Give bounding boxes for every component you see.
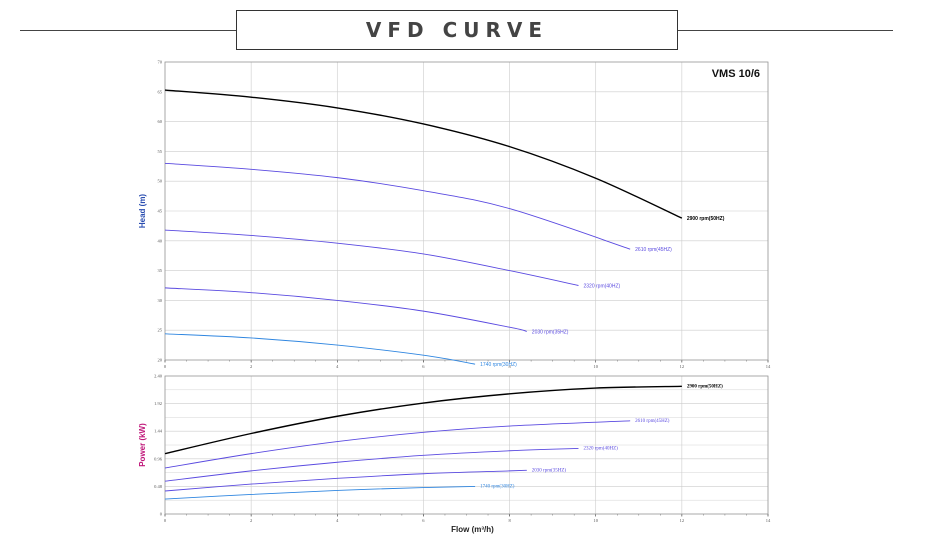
y-tick-label: 30 (158, 298, 163, 303)
x-tick-label: 6 (422, 518, 425, 523)
series-label: 2030 rpm(35HZ) (532, 329, 569, 335)
y-tick-label: 1.44 (154, 429, 163, 434)
y-tick-label: 70 (158, 60, 163, 65)
series-label: 2900 rpm(50HZ) (687, 384, 723, 389)
y-tick-label: 60 (158, 119, 163, 124)
chart-title: VMS 10/6 (712, 68, 760, 80)
series-label: 2320 rpm(40HZ) (583, 284, 620, 290)
plot-frame (164, 375, 769, 515)
x-tick-label: 14 (766, 518, 771, 523)
x-tick-label: 0 (164, 518, 167, 523)
y-tick-label: 2.40 (154, 374, 163, 379)
series-line-2320-rpm-40hz- (164, 448, 579, 482)
y-tick-label: 1.92 (154, 401, 162, 406)
y-tick-label: 0.96 (154, 456, 163, 461)
x-tick-label: 8 (508, 364, 511, 369)
series-line-1740-rpm-30hz- (164, 485, 476, 500)
series-line-2900-rpm-50hz- (164, 89, 683, 219)
y-axis-label: Head (m) (138, 194, 147, 229)
x-tick-label: 4 (336, 364, 339, 369)
series-label: 1740 rpm(30HZ) (480, 484, 515, 489)
x-tick-label: 0 (164, 364, 167, 369)
series-line-2900-rpm-50hz- (164, 385, 682, 455)
series-line-1740-rpm-30hz- (164, 333, 476, 365)
y-tick-label: 35 (158, 268, 163, 273)
series-label: 2900 rpm(50HZ) (687, 216, 725, 222)
x-tick-label: 10 (593, 364, 598, 369)
y-axis-label: Power (kW) (138, 423, 147, 467)
y-tick-label: 45 (158, 209, 163, 214)
x-tick-label: 4 (336, 518, 339, 523)
series-line-2610-rpm-45hz- (164, 162, 631, 250)
series-label: 2610 rpm(45HZ) (635, 419, 670, 424)
y-tick-label: 65 (158, 89, 163, 94)
title-box: VFD CURVE (236, 10, 678, 50)
y-tick-label: 25 (158, 328, 163, 333)
x-tick-label: 8 (508, 518, 511, 523)
plot-frame (164, 61, 769, 361)
x-tick-label: 2 (250, 518, 252, 523)
series-line-2320-rpm-40hz- (164, 229, 579, 286)
series-label: 2610 rpm(45HZ) (635, 247, 672, 253)
series-label: 2320 rpm(40HZ) (583, 446, 618, 451)
page-title: VFD CURVE (365, 18, 549, 42)
series-line-2030-rpm-35hz- (164, 287, 527, 332)
x-tick-label: 14 (766, 364, 771, 369)
series-label: 2030 rpm(35HZ) (532, 468, 567, 473)
y-tick-label: 20 (158, 358, 163, 363)
y-tick-label: 50 (158, 179, 163, 184)
y-tick-label: 55 (158, 149, 163, 154)
header-rule-right (678, 30, 893, 31)
x-axis-label: Flow (m³/h) (451, 525, 494, 534)
y-tick-label: 0 (160, 512, 163, 517)
x-tick-label: 6 (422, 364, 425, 369)
y-tick-label: 40 (158, 238, 163, 243)
y-tick-label: 0.48 (154, 484, 163, 489)
series-line-2610-rpm-45hz- (164, 420, 631, 469)
series-label: 1740 rpm(30HZ) (480, 362, 517, 368)
x-tick-label: 12 (680, 518, 685, 523)
x-tick-label: 12 (680, 364, 685, 369)
x-tick-label: 2 (250, 364, 252, 369)
header-rule-left (20, 30, 236, 31)
x-tick-label: 10 (593, 518, 598, 523)
series-line-2030-rpm-35hz- (164, 469, 527, 492)
